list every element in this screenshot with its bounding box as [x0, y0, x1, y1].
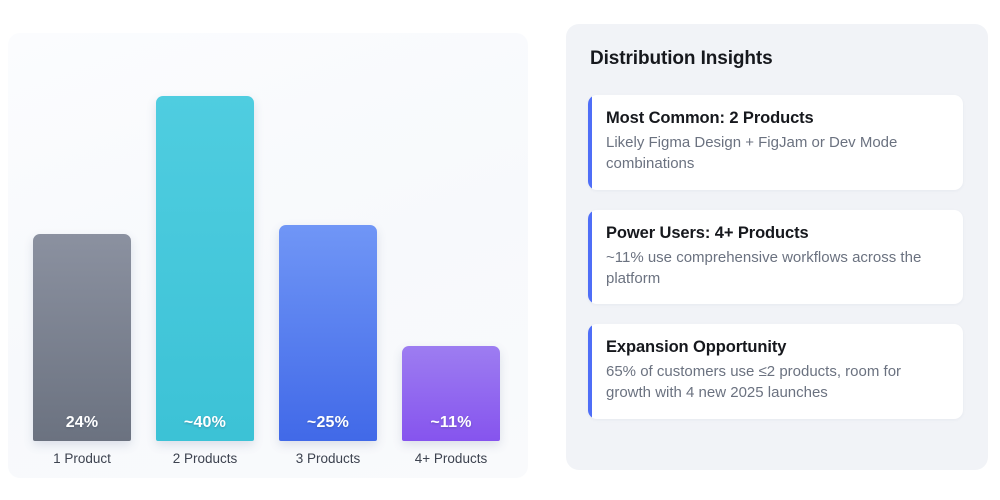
- bar-value-label: ~11%: [430, 414, 472, 431]
- bar-value-label: ~25%: [306, 414, 350, 431]
- bar-category-label: 2 Products: [172, 451, 238, 466]
- card-accent-bar: [588, 209, 592, 305]
- bar-group: ~11% 4+ Products: [402, 346, 500, 466]
- bar-category-label: 3 Products: [295, 451, 361, 466]
- insight-card-body: ~11% use comprehensive workflows across …: [606, 248, 922, 287]
- distribution-chart-panel: 24% 1 Product ~40% 2 Products ~25% 3 Products…: [8, 33, 528, 478]
- insight-card-body: Likely Figma Design + FigJam or Dev Mode…: [606, 134, 898, 173]
- chart-bar[interactable]: ~40%: [156, 96, 254, 441]
- insight-card-title: Most Common: 2 Products: [606, 109, 814, 127]
- insight-card-title: Power Users: 4+ Products: [606, 223, 809, 242]
- bar-value-label: 24%: [65, 414, 99, 431]
- bar-value-label: ~40%: [183, 414, 227, 431]
- bar-category-label: 4+ Products: [414, 451, 488, 466]
- chart-bar[interactable]: 24%: [33, 234, 131, 441]
- card-accent-bar: [588, 95, 592, 190]
- chart-bar[interactable]: ~25%: [279, 225, 377, 441]
- insight-card[interactable]: Power Users: 4+ Products ~11% use compreh…: [588, 209, 963, 305]
- bar-group: 24% 1 Product: [33, 234, 131, 466]
- card-accent-bar: [588, 324, 592, 419]
- distribution-insights-panel: Distribution Insights Most Common: 2 Pro…: [566, 24, 988, 470]
- insight-card[interactable]: Most Common: 2 Products Likely Figma Desi…: [588, 95, 963, 190]
- insight-card-list: Most Common: 2 Products Likely Figma Desi…: [588, 95, 963, 439]
- insight-card-title: Expansion Opportunity: [606, 338, 787, 357]
- bar-chart: 24% 1 Product ~40% 2 Products ~25% 3 Products…: [8, 33, 528, 478]
- insight-card[interactable]: Expansion Opportunity 65% of customers us…: [588, 324, 963, 419]
- insight-card-body: 65% of customers use ≤2 products, room f…: [606, 363, 902, 402]
- insights-panel-title: Distribution Insights: [590, 48, 773, 69]
- bar-group: ~25% 3 Products: [279, 225, 377, 466]
- bar-group: ~40% 2 Products: [156, 96, 254, 466]
- chart-bar[interactable]: ~11%: [402, 346, 500, 441]
- bar-category-label: 1 Product: [53, 451, 111, 466]
